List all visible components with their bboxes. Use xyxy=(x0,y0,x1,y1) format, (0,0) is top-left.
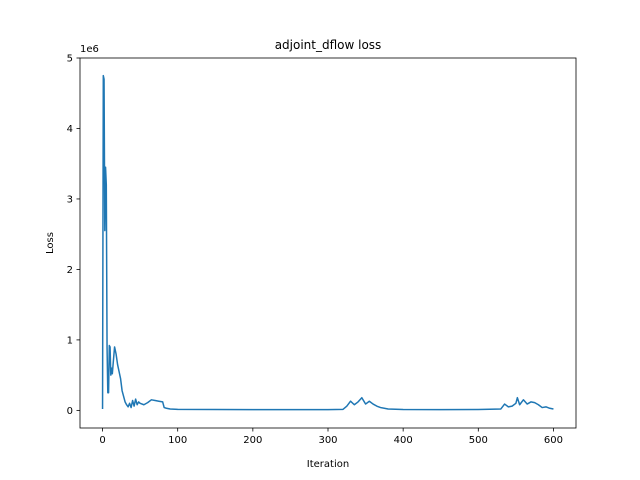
plot-area xyxy=(101,74,554,411)
y-tick-label: 3 xyxy=(67,194,73,205)
x-tick-label: 300 xyxy=(318,435,337,446)
y-multiplier-label: 1e6 xyxy=(80,44,99,55)
y-tick-label: 5 xyxy=(67,54,73,65)
y-axis: 0 1 2 3 4 5 xyxy=(67,54,80,417)
x-tick-label: 100 xyxy=(168,435,187,446)
x-axis: 0 100 200 300 400 500 600 xyxy=(99,428,563,446)
x-tick-label: 400 xyxy=(394,435,413,446)
y-axis-label: Loss xyxy=(45,232,56,254)
plot-frame xyxy=(79,57,577,429)
x-tick-label: 0 xyxy=(99,435,105,446)
x-tick-label: 500 xyxy=(469,435,488,446)
y-tick-label: 1 xyxy=(67,335,73,346)
y-tick-label: 0 xyxy=(67,406,73,417)
x-axis-label: Iteration xyxy=(307,459,349,470)
x-tick-label: 200 xyxy=(243,435,262,446)
y-tick-label: 2 xyxy=(67,265,73,276)
x-tick-label: 600 xyxy=(544,435,563,446)
chart-title: adjoint_dflow loss xyxy=(275,38,382,52)
series-line xyxy=(101,74,554,411)
y-tick-label: 4 xyxy=(67,124,73,135)
